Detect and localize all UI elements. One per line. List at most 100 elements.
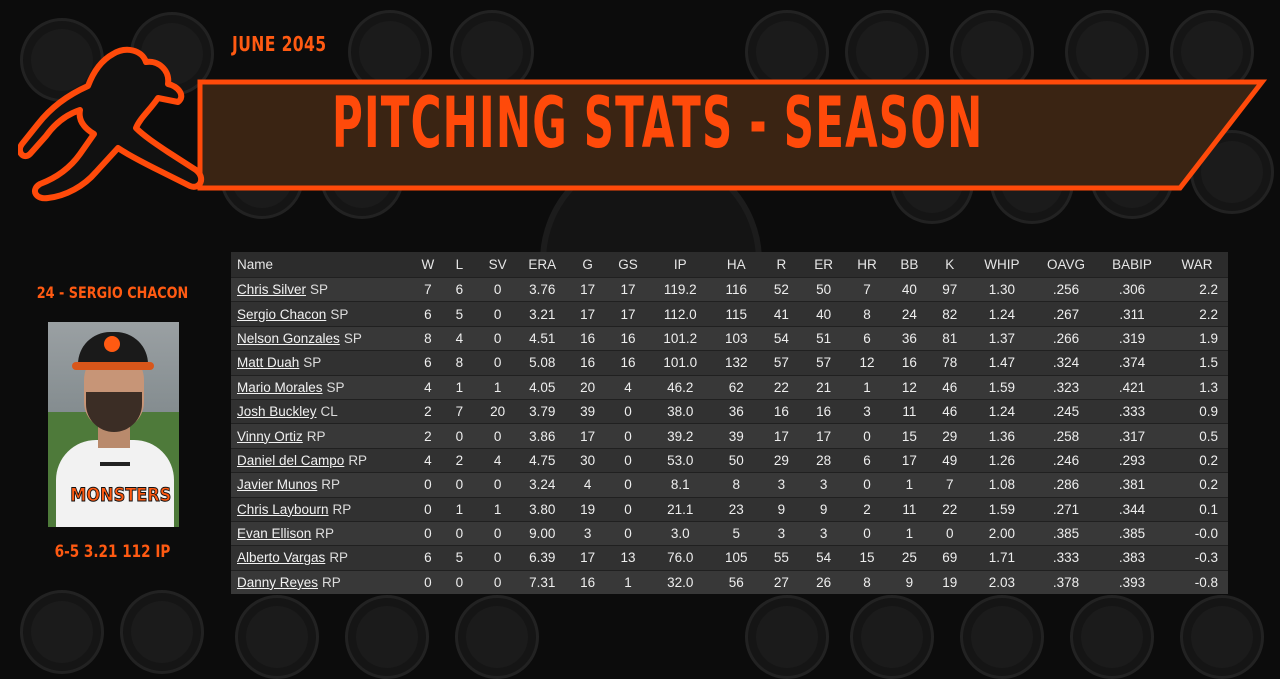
stat-cell-ip: 21.1 — [648, 497, 713, 522]
stat-cell-l: 0 — [440, 521, 479, 546]
stat-cell-ip: 101.0 — [648, 350, 713, 376]
stat-cell-er: 54 — [802, 545, 845, 571]
stat-cell-bb: 11 — [889, 497, 930, 522]
stat-cell-er: 3 — [802, 521, 845, 546]
stat-cell-er: 28 — [802, 448, 845, 473]
column-header[interactable]: IP — [648, 252, 713, 278]
stat-cell-bb: 11 — [889, 399, 930, 424]
player-position: RP — [306, 428, 326, 444]
player-link[interactable]: Matt Duah — [237, 355, 300, 371]
player-link[interactable]: Mario Morales — [237, 379, 323, 395]
stat-cell-l: 6 — [440, 277, 479, 302]
player-link[interactable]: Vinny Ortiz — [237, 428, 303, 444]
stat-cell-k: 19 — [929, 570, 970, 595]
player-link[interactable]: Javier Munos — [237, 477, 318, 493]
column-header[interactable]: R — [760, 252, 803, 278]
column-header[interactable]: ERA — [516, 252, 568, 278]
column-header[interactable]: HA — [712, 252, 761, 278]
stat-cell-babip: .393 — [1098, 570, 1167, 595]
stat-cell-k: 7 — [929, 472, 970, 498]
player-name-cell: Danny Reyes RP — [231, 570, 416, 595]
table-row[interactable]: Matt Duah SP 6 8 0 5.08 16 16 101.0 132 57 57 12 16 78… — [231, 350, 1228, 376]
stat-cell-l: 1 — [440, 497, 479, 522]
team-logo-icon — [1180, 595, 1264, 679]
table-row[interactable]: Josh Buckley CL 2 7 20 3.79 39 0 38.0 36 16 16 3 11 46… — [231, 399, 1228, 424]
table-row[interactable]: Alberto Vargas RP 6 5 0 6.39 17 13 76.0 105 55 54 15… — [231, 545, 1228, 571]
table-row[interactable]: Mario Morales SP 4 1 1 4.05 20 4 46.2 62 22 21 1 12 46… — [231, 375, 1228, 400]
stat-cell-k: 46 — [929, 399, 970, 424]
stat-cell-k: 69 — [929, 545, 970, 571]
stat-cell-babip: .319 — [1098, 326, 1167, 351]
table-row[interactable]: Chris Laybourn RP 0 1 1 3.80 19 0 21.1 23 9 9 2 11 22 1… — [231, 497, 1228, 522]
column-header[interactable]: G — [567, 252, 608, 278]
table-row[interactable]: Danny Reyes RP 0 0 0 7.31 16 1 32.0 56 27 26 8 9 19 2.0… — [231, 570, 1228, 595]
table-row[interactable]: Sergio Chacon SP 6 5 0 3.21 17 17 112.0 115 41 40 8 2… — [231, 301, 1228, 327]
player-link[interactable]: Danny Reyes — [237, 574, 319, 590]
player-link[interactable]: Evan Ellison — [237, 526, 312, 542]
stat-cell-ip: 8.1 — [648, 472, 713, 498]
stat-cell-whip: 1.26 — [969, 448, 1034, 473]
stat-cell-babip: .306 — [1098, 277, 1167, 302]
stat-cell-oavg: .258 — [1033, 423, 1099, 449]
player-link[interactable]: Daniel del Campo — [237, 452, 345, 468]
player-position: RP — [315, 526, 335, 542]
column-header[interactable]: WAR — [1166, 252, 1228, 278]
table-row[interactable]: Javier Munos RP 0 0 0 3.24 4 0 8.1 8 3 3 0 1 7 1.08.286… — [231, 472, 1228, 498]
player-link[interactable]: Nelson Gonzales — [237, 330, 340, 346]
stat-cell-k: 78 — [929, 350, 970, 376]
page-title: PITCHING STATS - SEASON — [332, 82, 984, 164]
stat-cell-gs: 17 — [607, 277, 649, 302]
stat-cell-k: 82 — [929, 301, 970, 327]
stat-cell-war: 0.2 — [1166, 448, 1228, 473]
stat-cell-gs: 16 — [607, 350, 649, 376]
stat-cell-g: 3 — [567, 521, 608, 546]
player-link[interactable]: Josh Buckley — [237, 404, 317, 420]
team-logo-icon — [1070, 595, 1154, 679]
stat-cell-hr: 3 — [844, 399, 890, 424]
column-header[interactable]: L — [440, 252, 479, 278]
stat-cell-r: 29 — [760, 448, 803, 473]
stat-cell-g: 17 — [567, 545, 608, 571]
table-row[interactable]: Nelson Gonzales SP 8 4 0 4.51 16 16 101.2 103 54 51… — [231, 326, 1228, 351]
stat-cell-oavg: .245 — [1033, 399, 1099, 424]
stat-cell-l: 5 — [440, 301, 479, 327]
stat-cell-ha: 8 — [712, 472, 761, 498]
stat-cell-oavg: .267 — [1033, 301, 1099, 327]
column-header[interactable]: ER — [802, 252, 845, 278]
team-logo-icon — [455, 595, 539, 679]
stat-cell-ha: 39 — [712, 423, 761, 449]
stat-cell-era: 6.39 — [516, 545, 568, 571]
player-link[interactable]: Chris Silver — [237, 282, 307, 298]
player-link[interactable]: Alberto Vargas — [237, 550, 326, 566]
column-header[interactable]: W — [415, 252, 441, 278]
table-row[interactable]: Daniel del Campo RP 4 2 4 4.75 30 0 53.0 50 29 28 6 1… — [231, 448, 1228, 473]
column-header[interactable]: OAVG — [1033, 252, 1099, 278]
column-header[interactable]: Name — [231, 252, 416, 278]
stat-cell-w: 0 — [415, 472, 441, 498]
column-header[interactable]: HR — [844, 252, 890, 278]
player-name-cell: Daniel del Campo RP — [231, 448, 416, 473]
column-header[interactable]: K — [929, 252, 970, 278]
column-header[interactable]: GS — [607, 252, 649, 278]
table-row[interactable]: Chris Silver SP 7 6 0 3.76 17 17 119.2 116 52 50 7 40… — [231, 277, 1228, 302]
stat-cell-w: 4 — [415, 448, 441, 473]
stat-cell-gs: 0 — [607, 472, 649, 498]
column-header[interactable]: SV — [478, 252, 517, 278]
column-header[interactable]: WHIP — [969, 252, 1034, 278]
stat-cell-ha: 116 — [712, 277, 761, 302]
column-header[interactable]: BABIP — [1098, 252, 1167, 278]
stat-cell-babip: .383 — [1098, 545, 1167, 571]
stat-cell-whip: 1.59 — [969, 497, 1034, 522]
column-header[interactable]: BB — [889, 252, 930, 278]
stat-cell-ip: 53.0 — [648, 448, 713, 473]
player-link[interactable]: Chris Laybourn — [237, 501, 329, 517]
player-name-cell: Vinny Ortiz RP — [231, 423, 416, 449]
player-link[interactable]: Sergio Chacon — [237, 306, 327, 322]
table-row[interactable]: Vinny Ortiz RP 2 0 0 3.86 17 0 39.2 39 17 17 0 15 29 1.… — [231, 423, 1228, 449]
table-row[interactable]: Evan Ellison RP 0 0 0 9.00 3 0 3.0 5 3 3 0 1 0 2.00.385… — [231, 521, 1228, 546]
stat-cell-war: 0.9 — [1166, 399, 1228, 424]
stat-cell-sv: 0 — [478, 521, 517, 546]
stat-cell-g: 20 — [567, 375, 608, 400]
stat-cell-war: 1.5 — [1166, 350, 1228, 376]
stat-cell-whip: 1.47 — [969, 350, 1034, 376]
